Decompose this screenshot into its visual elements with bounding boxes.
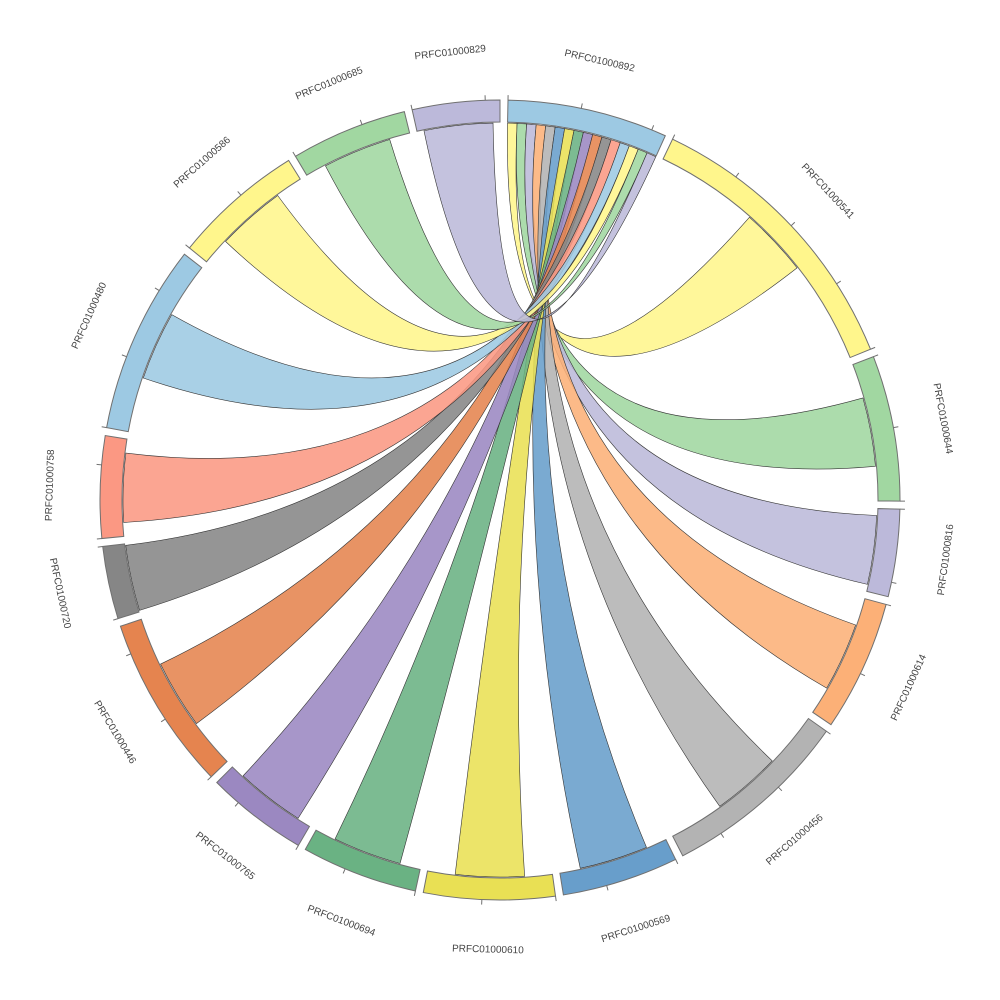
tick-PRFC01000586-5 xyxy=(237,191,242,196)
tick-PRFC01000644-5 xyxy=(893,426,899,429)
tick-PRFC01000446-5 xyxy=(160,718,166,723)
tick-PRFC01000480-5 xyxy=(121,354,127,358)
tick-PRFC01000446-10 xyxy=(125,653,131,657)
tick-PRFC01000816-5 xyxy=(891,581,897,584)
segment-arc-PRFC01000610 xyxy=(422,870,557,901)
ribbons-layer xyxy=(122,122,877,878)
segment-arc-PRFC01000694 xyxy=(304,829,421,892)
segment-label: PRFC01000720 xyxy=(47,557,73,630)
tick-PRFC01000541-15 xyxy=(836,280,842,285)
segment-arc-PRFC01000644 xyxy=(852,356,901,502)
segment-label: PRFC01000610 xyxy=(452,944,524,957)
segment-arcs-layer xyxy=(99,99,901,901)
tick-PRFC01000541-20 xyxy=(870,346,876,350)
tick-PRFC01000644-0 xyxy=(873,354,879,358)
segment-arc-PRFC01000816 xyxy=(866,508,901,598)
segment-arc-PRFC01000456 xyxy=(672,717,828,857)
tick-PRFC01000765-5 xyxy=(234,802,239,807)
segment-label: PRFC01000586 xyxy=(172,135,233,191)
segment-label: PRFC01000816 xyxy=(936,523,956,596)
ribbon-PRFC01000892-PRFC01000829 xyxy=(423,122,657,323)
segment-arc-PRFC01000685 xyxy=(294,111,411,176)
tick-PRFC01000456-10 xyxy=(720,833,725,838)
tick-PRFC01000694-5 xyxy=(342,868,346,874)
tick-PRFC01000586-0 xyxy=(185,244,190,249)
segment-arc-PRFC01000541 xyxy=(662,138,872,359)
tick-PRFC01000541-5 xyxy=(735,172,740,178)
segment-label: PRFC01000456 xyxy=(764,812,826,868)
segment-arc-PRFC01000892 xyxy=(507,99,666,157)
segment-label: PRFC01000892 xyxy=(563,48,636,75)
tick-PRFC01000685-0 xyxy=(292,151,296,157)
segment-arc-PRFC01000720 xyxy=(102,543,140,620)
tick-PRFC01000456-0 xyxy=(826,730,831,735)
segment-label: PRFC01000765 xyxy=(193,830,257,883)
tick-PRFC01000610-0 xyxy=(555,896,557,902)
segment-label: PRFC01000694 xyxy=(306,903,377,939)
tick-PRFC01000446-0 xyxy=(207,776,212,781)
segment-label: PRFC01000480 xyxy=(70,280,110,350)
segment-label: PRFC01000644 xyxy=(931,382,955,455)
tick-PRFC01000829-0 xyxy=(410,104,413,110)
segment-arc-PRFC01000829 xyxy=(411,99,501,132)
tick-PRFC01000614-0 xyxy=(885,603,892,607)
segment-label: PRFC01000541 xyxy=(799,162,856,222)
tick-PRFC01000892-5 xyxy=(580,103,583,109)
tick-PRFC01000694-0 xyxy=(413,890,416,896)
segment-label: PRFC01000829 xyxy=(414,43,487,62)
tick-PRFC01000480-0 xyxy=(101,426,107,429)
segment-label: PRFC01000569 xyxy=(600,913,672,945)
tick-PRFC01000685-5 xyxy=(359,119,363,125)
tick-PRFC01000614-5 xyxy=(860,673,866,677)
ticks-layer xyxy=(96,95,906,905)
tick-PRFC01000892-10 xyxy=(651,125,655,131)
tick-PRFC01000569-5 xyxy=(606,885,609,891)
segment-label: PRFC01000614 xyxy=(889,652,929,722)
segment-label: PRFC01000446 xyxy=(91,699,138,766)
tick-PRFC01000720-0 xyxy=(113,618,119,621)
tick-PRFC01000765-0 xyxy=(295,845,299,851)
segment-arc-PRFC01000758 xyxy=(99,434,128,540)
segment-arc-PRFC01000614 xyxy=(812,598,887,726)
tick-PRFC01000541-0 xyxy=(672,134,676,140)
tick-PRFC01000569-0 xyxy=(675,859,679,865)
tick-PRFC01000480-10 xyxy=(154,287,160,291)
segment-arc-PRFC01000446 xyxy=(119,618,228,778)
segment-label: PRFC01000685 xyxy=(294,65,365,103)
segment-arc-PRFC01000480 xyxy=(106,253,203,433)
segment-arc-PRFC01000765 xyxy=(216,766,311,847)
tick-PRFC01000456-5 xyxy=(778,786,783,792)
ribbon-PRFC01000892-PRFC01000685 xyxy=(325,139,648,330)
segment-label: PRFC01000758 xyxy=(44,449,57,521)
ribbon-PRFC01000892-PRFC01000480 xyxy=(142,142,630,410)
segment-arc-PRFC01000586 xyxy=(188,159,301,263)
segment-arc-PRFC01000569 xyxy=(559,838,677,896)
tick-PRFC01000720-5 xyxy=(97,546,103,548)
tick-PRFC01000541-10 xyxy=(790,221,796,227)
